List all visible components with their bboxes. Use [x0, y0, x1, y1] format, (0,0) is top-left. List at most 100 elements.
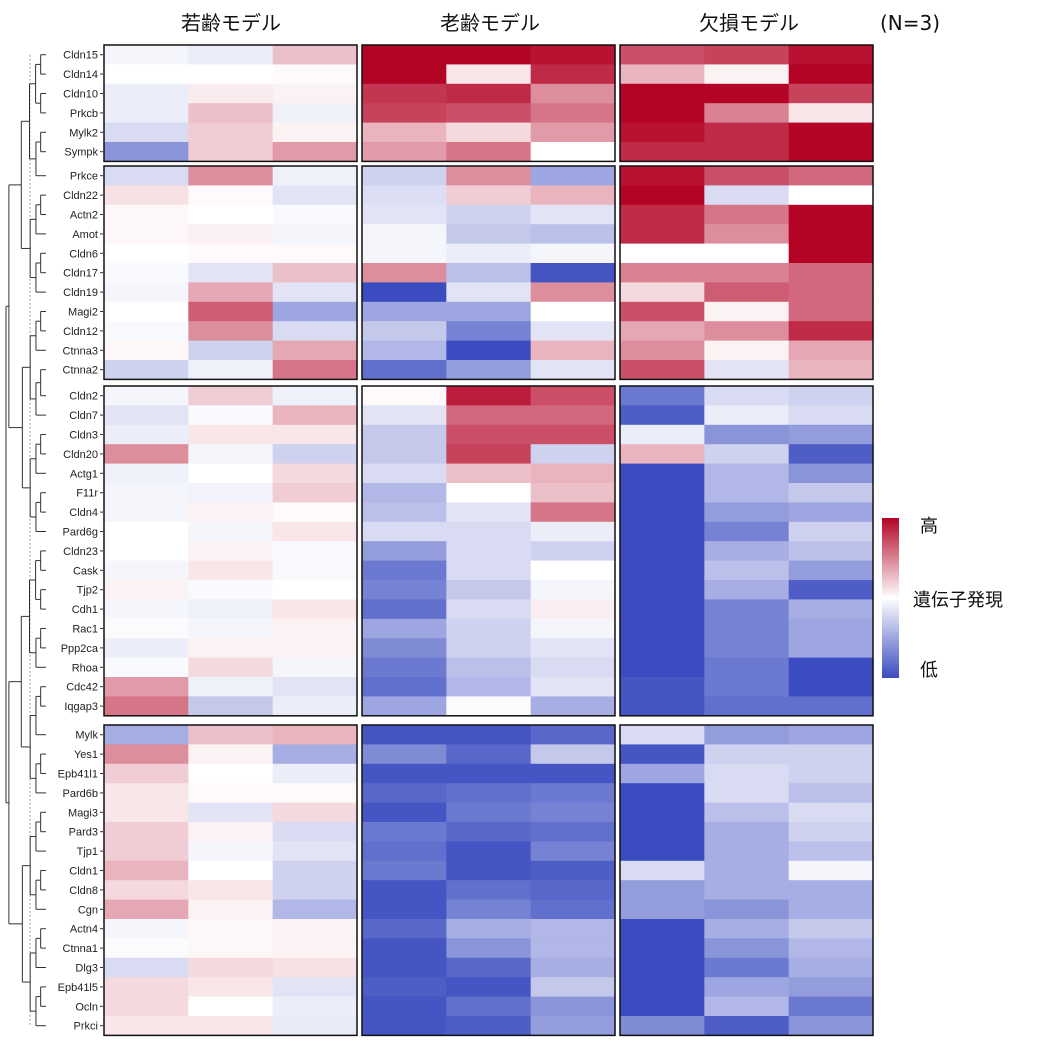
- heatmap-cell: [272, 243, 358, 264]
- heatmap-cell: [530, 580, 616, 600]
- heatmap-cell: [704, 657, 790, 678]
- heatmap-cell: [362, 405, 447, 426]
- heatmap-cell: [530, 860, 616, 881]
- heatmap-cell: [788, 996, 874, 1017]
- gene-label: Ppp2ca: [61, 643, 99, 655]
- heatmap-cell: [530, 142, 616, 162]
- heatmap-cell: [704, 502, 790, 523]
- heatmap-cell: [188, 919, 274, 939]
- heatmap-panel-border: [103, 385, 358, 717]
- heatmap-cell: [620, 677, 705, 697]
- heatmap-cell: [704, 340, 790, 361]
- heatmap-cell: [188, 880, 274, 901]
- heatmap-panel-border: [103, 44, 358, 163]
- heatmap-cell: [188, 977, 274, 998]
- heatmap-cell: [104, 696, 189, 717]
- heatmap-cell: [188, 301, 274, 322]
- heatmap-cell: [446, 521, 532, 542]
- heatmap-cell: [272, 802, 358, 823]
- heatmap-panel-border: [103, 165, 358, 381]
- heatmap-cell: [704, 599, 790, 620]
- heatmap-cell: [530, 263, 616, 283]
- heatmap-cell: [704, 483, 790, 503]
- gene-label: Ocln: [75, 1001, 98, 1013]
- heatmap-cell: [272, 45, 358, 65]
- heatmap-cell: [362, 463, 447, 484]
- gene-label: Cldn22: [63, 190, 98, 202]
- row-dendrogram: [5, 54, 46, 1027]
- heatmap-cell: [620, 880, 705, 901]
- heatmap-cell: [188, 321, 274, 342]
- heatmap-cell: [188, 45, 274, 65]
- heatmap-cell: [704, 841, 790, 862]
- heatmap-cell: [704, 444, 790, 465]
- heatmap-cell: [530, 938, 616, 959]
- heatmap-cell: [104, 541, 189, 562]
- gene-label: Prkce: [70, 171, 98, 183]
- heatmap-cell: [362, 340, 447, 361]
- heatmap-cell: [530, 696, 616, 717]
- heatmap-cell: [104, 657, 189, 678]
- heatmap-cell: [530, 282, 616, 303]
- heatmap-cell: [530, 977, 616, 998]
- gene-label: Cgn: [78, 904, 98, 916]
- heatmap-cell: [272, 405, 358, 426]
- heatmap-cell: [620, 541, 705, 562]
- heatmap-cell: [272, 142, 358, 162]
- heatmap-cell: [104, 282, 189, 303]
- heatmap-cell: [446, 263, 532, 283]
- heatmap-cell: [188, 185, 274, 206]
- heatmap-cell: [788, 880, 874, 901]
- heatmap-cell: [272, 783, 358, 804]
- heatmap-cell: [272, 541, 358, 562]
- heatmap-cell: [272, 122, 358, 143]
- heatmap-cell: [530, 424, 616, 445]
- heatmap-cell: [272, 957, 358, 978]
- heatmap-cell: [446, 1016, 532, 1036]
- heatmap-cell: [788, 938, 874, 959]
- heatmap-cell: [362, 763, 447, 784]
- heatmap-cell: [446, 386, 532, 406]
- heatmap-cell: [272, 424, 358, 445]
- heatmap-cell: [362, 696, 447, 717]
- heatmap-cell: [620, 321, 705, 342]
- heatmap-cell: [704, 243, 790, 264]
- heatmap-cell: [446, 580, 532, 600]
- gene-label: F11r: [76, 488, 98, 500]
- heatmap-panel-border: [103, 724, 358, 1037]
- heatmap-cell: [188, 483, 274, 503]
- heatmap-cell: [788, 977, 874, 998]
- heatmap-cell: [362, 204, 447, 225]
- gene-label: Magi2: [68, 307, 98, 319]
- heatmap-cell: [188, 580, 274, 600]
- heatmap-cell: [188, 386, 274, 406]
- heatmap-cell: [446, 405, 532, 426]
- sample-size-label: (N=3): [880, 11, 940, 35]
- heatmap-cell: [530, 340, 616, 361]
- heatmap-cell: [530, 386, 616, 406]
- heatmap-cell: [788, 321, 874, 342]
- heatmap-cell: [446, 45, 532, 65]
- heatmap-cell: [446, 142, 532, 162]
- heatmap-cell: [788, 580, 874, 600]
- heatmap-cell: [446, 996, 532, 1017]
- heatmap-cell: [530, 45, 616, 65]
- heatmap-cell: [446, 677, 532, 697]
- heatmap-cell: [362, 103, 447, 124]
- gene-label: Sympk: [64, 147, 98, 159]
- heatmap-cell: [188, 860, 274, 881]
- heatmap-cell: [530, 841, 616, 862]
- heatmap-cell: [188, 541, 274, 562]
- heatmap-cell: [446, 899, 532, 920]
- heatmap-cell: [788, 860, 874, 881]
- heatmap-cell: [104, 103, 189, 124]
- heatmap-cell: [620, 64, 705, 85]
- heatmap-cell: [104, 560, 189, 581]
- heatmap-cell: [620, 841, 705, 862]
- heatmap-cell: [272, 696, 358, 717]
- heatmap-cell: [188, 677, 274, 697]
- heatmap-cell: [272, 677, 358, 697]
- heatmap-cell: [788, 618, 874, 639]
- heatmap-cell: [788, 224, 874, 245]
